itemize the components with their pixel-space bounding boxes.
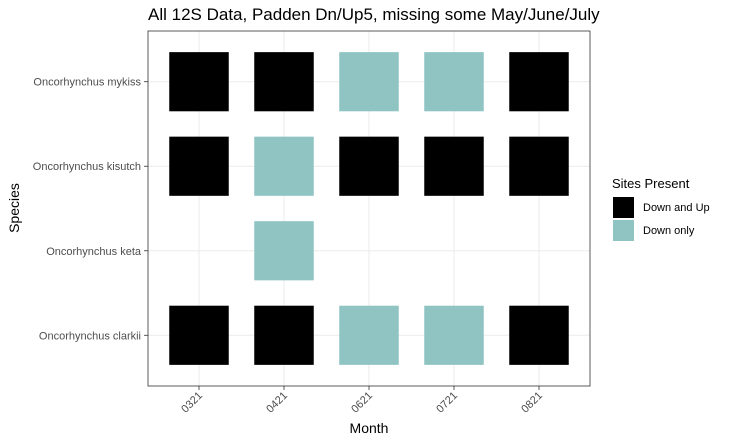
y-axis-title: Species [6,183,22,233]
heatmap-cell [339,52,399,112]
heatmap-cell [509,305,569,365]
heatmap-cell [169,305,229,365]
heatmap-cell [339,305,399,365]
heatmap-cell [339,136,399,196]
y-axis-ticks: Oncorhynchus mykiss Oncorhynchus kisutch O… [33,77,148,342]
legend: Sites Present Down and Up Down only [612,176,710,241]
heatmap-cell [254,305,314,365]
heatmap-cell [424,136,484,196]
y-tick-label: Oncorhynchus clarkii [39,330,141,342]
legend-key [613,220,634,241]
heatmap-cell [254,52,314,112]
y-tick-label: Oncorhynchus mykiss [33,77,141,89]
y-tick-label: Oncorhynchus kisutch [33,161,141,173]
y-tick-label: Oncorhynchus keta [46,246,142,258]
heatmap-cell [509,52,569,112]
heatmap-cell [254,136,314,196]
legend-title: Sites Present [612,176,690,191]
heatmap-cell [509,136,569,196]
legend-label: Down only [643,225,695,237]
heatmap-cell [169,136,229,196]
x-axis-title: Month [350,420,389,436]
heatmap-cells [169,52,569,365]
legend-entries: Down and Up Down only [613,197,710,241]
heatmap-cell [169,52,229,112]
chart-title: All 12S Data, Padden Dn/Up5, missing som… [148,5,600,24]
legend-key [613,197,634,218]
heatmap-cell [424,52,484,112]
heatmap-cell [254,221,314,281]
legend-label: Down and Up [643,202,710,214]
heatmap-cell [424,305,484,365]
